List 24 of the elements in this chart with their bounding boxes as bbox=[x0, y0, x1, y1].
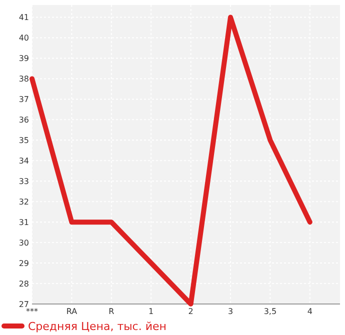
y-tick-label: 33 bbox=[18, 176, 29, 186]
x-tick-label: 3 bbox=[228, 307, 234, 316]
y-tick-label: 32 bbox=[18, 197, 29, 206]
x-tick-label: 1 bbox=[148, 307, 154, 316]
y-tick-label: 40 bbox=[18, 34, 29, 43]
y-tick-label: 31 bbox=[18, 218, 29, 227]
x-tick-label: RA bbox=[66, 307, 78, 316]
y-tick-label: 39 bbox=[18, 54, 29, 64]
legend-label: Средняя Цена, тыс. йен bbox=[28, 320, 166, 333]
y-tick-label: 35 bbox=[18, 136, 29, 145]
x-tick-label: 2 bbox=[188, 307, 194, 316]
y-tick-label: 37 bbox=[18, 95, 29, 104]
y-tick-label: 27 bbox=[18, 300, 29, 309]
x-tick-label: 3,5 bbox=[264, 307, 277, 316]
y-tick-label: 34 bbox=[18, 156, 29, 166]
y-tick-label: 28 bbox=[18, 279, 29, 288]
y-tick-label: 38 bbox=[18, 74, 29, 84]
x-tick-label: 4 bbox=[307, 307, 312, 316]
x-tick-label: *** bbox=[26, 307, 38, 316]
y-tick-label: 29 bbox=[18, 258, 29, 268]
y-tick-label: 41 bbox=[18, 13, 29, 22]
y-tick-label: 36 bbox=[18, 115, 29, 124]
y-tick-label: 30 bbox=[18, 238, 29, 248]
x-tick-label: R bbox=[108, 307, 115, 316]
